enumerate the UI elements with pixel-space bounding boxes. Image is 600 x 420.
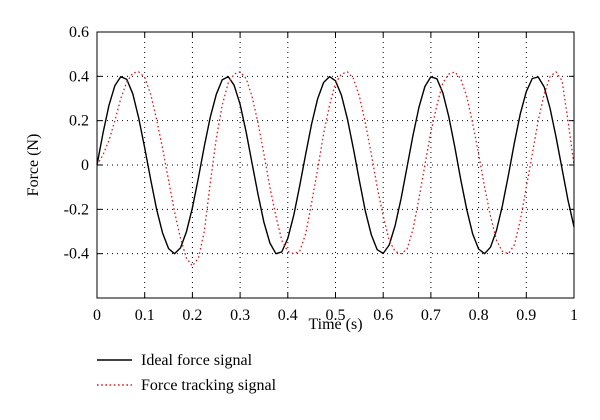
y-tick-label: 0.4	[69, 68, 89, 85]
x-tick-label: 0.8	[469, 307, 489, 324]
x-tick-label: 0.2	[182, 307, 202, 324]
x-tick-label: 0.1	[135, 307, 155, 324]
series-line-ideal-force-signal	[96, 75, 575, 255]
x-tick-label: 0.3	[230, 307, 250, 324]
x-tick-label: 0.4	[278, 307, 298, 324]
x-tick-label: 0.7	[421, 307, 441, 324]
x-tick-label: 0	[93, 307, 101, 324]
series-lines	[96, 71, 575, 267]
y-axis-label: Force (N)	[25, 134, 42, 197]
x-tick-label: 0.5	[326, 307, 346, 324]
legend: Ideal force signal Force tracking signal	[97, 352, 277, 394]
y-tick-label: 0	[81, 157, 89, 174]
legend-label-force-tracking-signal: Force tracking signal	[141, 377, 277, 394]
series-line-force-tracking-signal	[96, 71, 575, 267]
x-tick-label: 1	[570, 307, 578, 324]
y-tick-label: 0.2	[69, 113, 89, 130]
x-axis-label: Time (s)	[308, 316, 362, 333]
legend-label-ideal-force-signal: Ideal force signal	[141, 352, 253, 369]
x-tick-label: 0.9	[516, 307, 536, 324]
x-tick-label: 0.6	[373, 307, 393, 324]
y-tick-label: -0.2	[64, 201, 89, 218]
axis-ticks: 0 0.1 0.2 0.3 0.4 0.5 0.6 0.7 0.8 0.9 1 -0.4 -0.2 0 0.…	[64, 24, 578, 324]
grid-lines	[97, 32, 574, 298]
y-tick-label: -0.4	[64, 246, 89, 263]
y-tick-label: 0.6	[69, 24, 89, 41]
